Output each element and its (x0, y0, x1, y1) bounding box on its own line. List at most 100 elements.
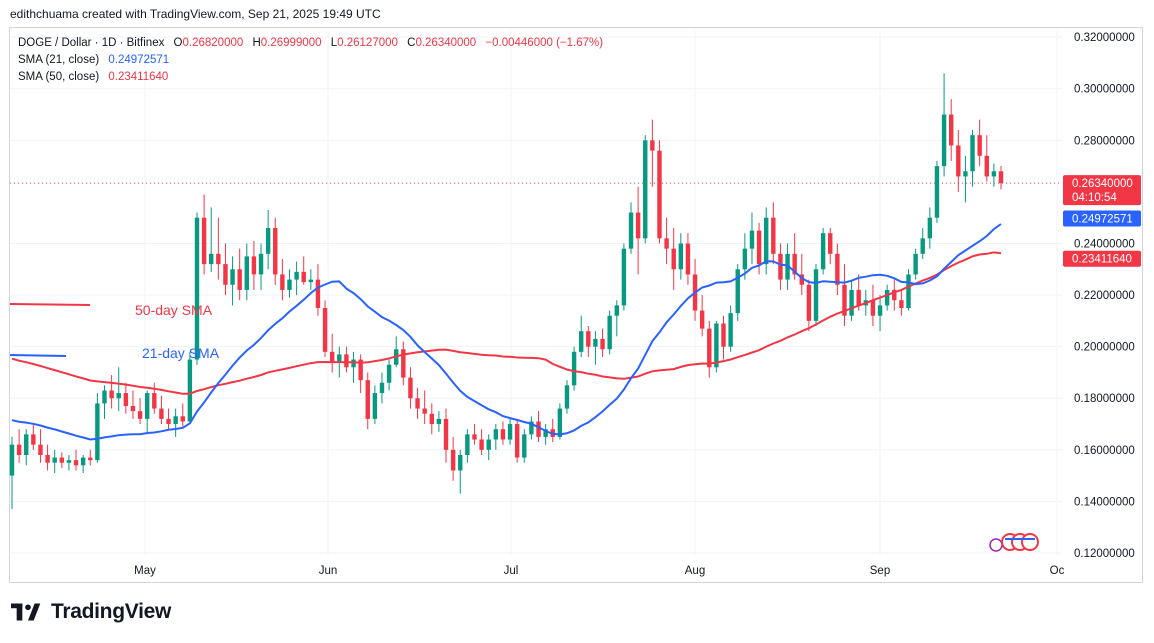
candle (237, 248, 242, 301)
last-price-badge: 0.26340000 04:10:54 (1063, 175, 1141, 206)
candle (166, 408, 171, 430)
candle (216, 217, 221, 280)
candle (180, 403, 185, 427)
candle-body (586, 331, 591, 347)
candle (899, 289, 904, 316)
candle-body (251, 256, 257, 275)
candle-body (621, 248, 627, 306)
candle-body (643, 140, 648, 239)
candle (635, 186, 641, 275)
candle-body (386, 364, 392, 383)
candle (820, 228, 826, 275)
candle (315, 264, 321, 316)
candle-body (507, 424, 513, 440)
candle-body (372, 393, 378, 419)
low-label: L (330, 37, 338, 49)
y-tick-label: 0.22000000 (1074, 290, 1135, 302)
price-badges: 0.26340000 04:10:54 0.24972571 0.23411640 (1063, 175, 1141, 267)
candle (607, 310, 612, 355)
tradingview-logo-icon (11, 603, 41, 621)
candle (209, 207, 214, 272)
candle-body (244, 256, 250, 290)
tradingview-logo[interactable]: TradingView (11, 600, 171, 624)
candle-body (237, 269, 242, 290)
candle-body (450, 449, 456, 471)
candle (771, 202, 776, 265)
candle-body (963, 171, 968, 177)
candle-body (856, 289, 861, 306)
candle-body (95, 403, 100, 461)
candle (877, 295, 883, 332)
candle-body (714, 323, 719, 368)
countdown-badge-value: 04:10:54 (1072, 192, 1117, 204)
candle (123, 382, 129, 414)
candle (678, 233, 684, 280)
candle-body (828, 233, 833, 254)
x-tick-label: Jun (319, 565, 338, 577)
candle (159, 395, 164, 425)
candle (401, 341, 406, 386)
last-price-badge-bg (1063, 175, 1141, 206)
candle (870, 284, 876, 327)
candle-body (152, 393, 157, 409)
candle-body (365, 380, 370, 419)
x-axis: May Jun Jul Aug Sep Oc (134, 565, 1064, 577)
candle (394, 336, 399, 368)
candle (9, 436, 15, 510)
candle (429, 403, 434, 435)
candle (280, 258, 285, 301)
legend-ohlc-row[interactable]: DOGE / Dollar · 1D · Bitfinex O0.2682000… (18, 35, 603, 52)
candle (913, 248, 918, 280)
legend-sma50-row[interactable]: SMA (50, close) 0.23411640 (18, 69, 603, 86)
candle (329, 333, 335, 373)
candle-body (166, 418, 171, 425)
candle (95, 393, 100, 463)
candle-body (45, 454, 50, 463)
candle (251, 240, 257, 290)
candle (657, 140, 662, 244)
candle-body (180, 416, 185, 422)
candle-body (209, 253, 214, 265)
candle (742, 233, 748, 280)
candle (749, 212, 755, 265)
candle (73, 449, 79, 471)
candle-body (137, 411, 143, 419)
candle-body (920, 238, 925, 254)
y-tick-label: 0.30000000 (1074, 84, 1135, 96)
candle-body (998, 171, 1004, 184)
candle-body (721, 323, 726, 347)
candle-body (230, 269, 235, 285)
candle (273, 217, 278, 285)
candle (351, 351, 356, 383)
candle (956, 130, 961, 192)
candle (714, 320, 719, 373)
candle (707, 320, 712, 378)
candle (52, 449, 57, 474)
candle (258, 243, 264, 290)
candle-body (294, 271, 299, 280)
close-value: 0.26340000 (415, 37, 477, 49)
candle-body (322, 307, 328, 352)
candle-body (358, 359, 363, 381)
candle-body (16, 444, 22, 455)
legend-sma21-row[interactable]: SMA (21, close) 0.24972571 (18, 52, 603, 69)
y-tick-label: 0.20000000 (1074, 342, 1135, 354)
candle-body (906, 274, 911, 308)
event-flags-icon[interactable] (989, 533, 1039, 552)
candle-body (315, 279, 321, 308)
tradingview-logo-text: TradingView (51, 600, 172, 623)
y-tick-label: 0.24000000 (1074, 238, 1135, 250)
candle (187, 351, 193, 425)
candle-body (956, 145, 961, 177)
candle-body (835, 253, 840, 285)
x-tick-label: May (134, 565, 156, 577)
candle-body (607, 315, 612, 350)
candle (721, 315, 726, 360)
y-tick-label: 0.18000000 (1074, 393, 1135, 405)
candle (920, 228, 925, 259)
candle (152, 382, 157, 414)
candle (102, 385, 107, 419)
candle-body (536, 421, 541, 437)
candle (415, 387, 420, 419)
